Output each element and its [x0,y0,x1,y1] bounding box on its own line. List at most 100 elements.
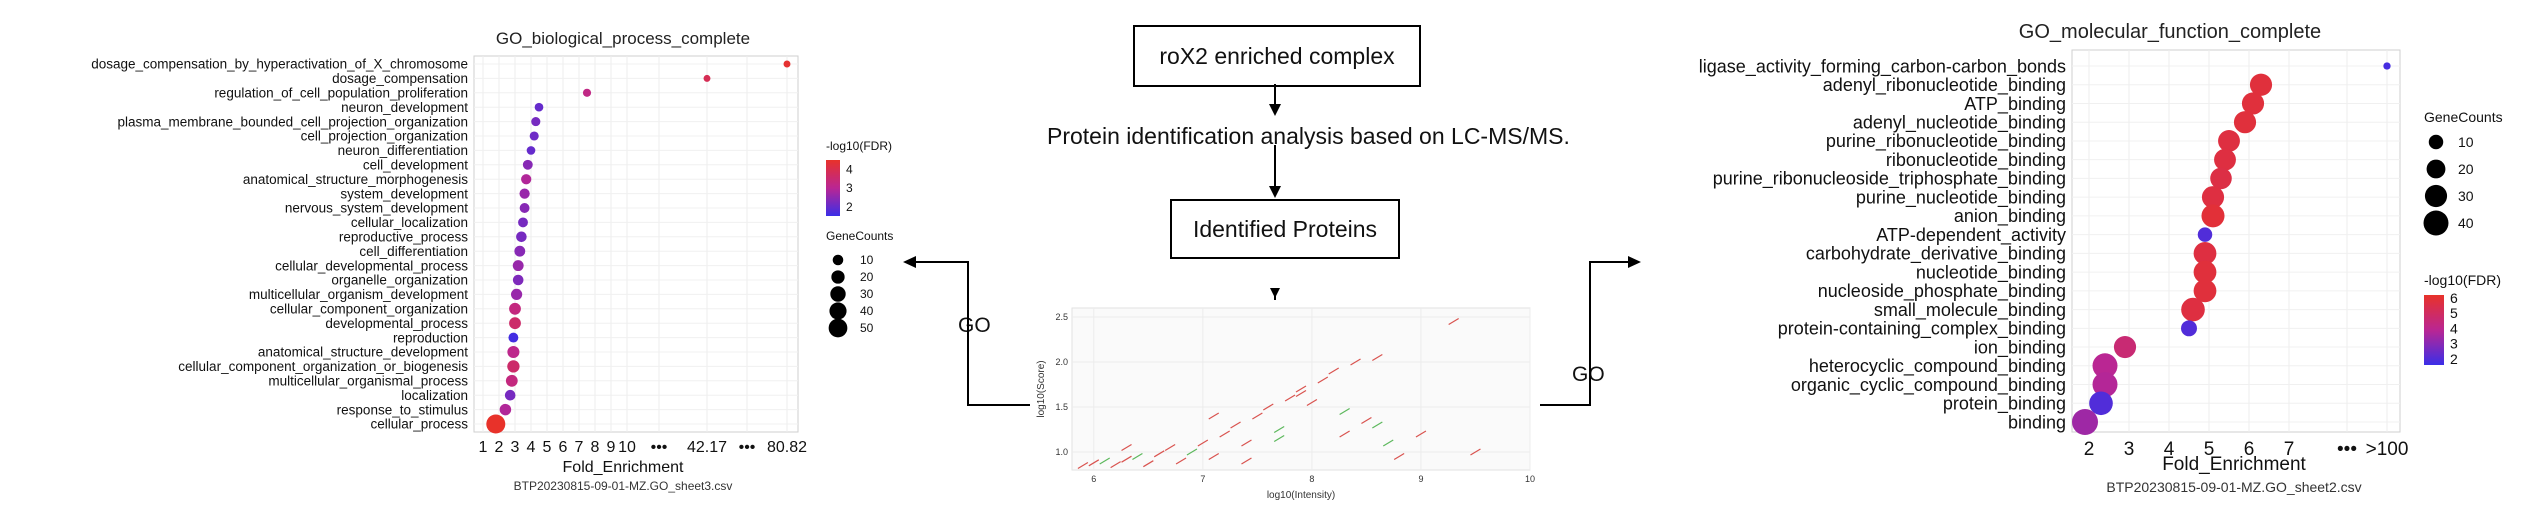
bp-dot [518,217,528,228]
mf-dot [2089,391,2113,416]
arrow-left-go [914,261,1030,406]
mf-category-label: heterocyclic_compound_binding [1809,356,2066,377]
rox2-complex-box: roX2 enriched complex [1133,25,1421,87]
bp-x-tick: 6 [559,439,568,456]
ms-point [1273,425,1285,434]
bp-size-dot [831,270,845,284]
bp-category-label: neuron_development [341,100,468,115]
bp-dot [521,174,532,185]
mf-dot [2193,279,2217,303]
bp-category-label: plasma_membrane_bounded_cell_projection_… [118,114,469,129]
bp-dot [512,260,524,272]
bp-x-tick: 4 [527,439,536,456]
ms-point [1262,403,1274,411]
mf-category-label: adenyl_nucleotide_binding [1853,113,2066,134]
mf-dot [2181,320,2197,337]
mf-dot [2072,409,2098,435]
ms-y-tick: 2.0 [1055,357,1068,367]
ms-point [1132,452,1143,461]
bp-category-label: multicellular_organismal_process [268,374,468,389]
bp-x-tick: ••• [739,439,756,456]
mf-dot [2181,297,2205,322]
bp-title: GO_biological_process_complete [496,29,750,48]
ms-point [1230,421,1241,429]
mf-category-label: binding [2008,412,2066,432]
mf-dot [2233,111,2257,134]
ms-point [1339,407,1350,416]
bp-color-tick: 2 [846,200,853,214]
ms-point [1295,385,1307,393]
mf-color-tick: 2 [2450,351,2458,367]
bp-color-legend-title: -log10(FDR) [826,139,892,153]
bp-x-tick: 3 [511,439,520,456]
ms-point [1372,353,1383,362]
bp-dot [509,302,521,315]
mf-category-label: purine_ribonucleoside_triphosphate_bindi… [1713,169,2066,190]
bp-x-tick: ••• [651,439,668,456]
mf-dot [2201,204,2225,228]
ms-x-tick: 6 [1091,474,1096,484]
bp-color-bar [826,160,840,216]
bp-size-label: 20 [860,270,874,284]
mf-category-label: ATP-dependent_activity [1876,225,2066,246]
ms-y-tick: 1.0 [1055,447,1068,457]
arrowhead-plot [1270,288,1280,298]
mf-color-tick: 3 [2450,336,2458,352]
mf-category-label: ATP_binding [1964,94,2066,115]
mf-size-label: 40 [2458,215,2474,231]
bp-dot [507,360,520,373]
mf-dot [2214,148,2236,171]
ms-point [1317,376,1329,384]
mf-x-tick: 6 [2244,439,2255,460]
mf-size-dot [2426,159,2446,179]
ms-point [1219,430,1230,438]
bp-category-label: nervous_system_development [285,201,468,216]
ms-point [1208,452,1220,461]
bp-dot [499,403,512,416]
ms-point [1350,358,1361,366]
mf-x-tick: >100 [2366,439,2409,460]
arrowhead-1 [1269,104,1281,116]
mf-caption: BTP20230815-09-01-MZ.GO_sheet2.csv [2106,479,2361,495]
mf-dot [2197,227,2213,242]
ms-point [1197,439,1209,447]
mf-x-label: Fold_Enrichment [2162,454,2306,475]
mf-color-bar [2424,295,2444,365]
bp-x-tick: 1 [479,439,488,456]
bp-category-label: response_to_stimulus [337,402,469,417]
ms-point [1121,455,1132,463]
mf-category-label: protein-containing_complex_binding [1778,319,2066,340]
mf-dot [2201,186,2225,209]
ms-point [1306,398,1318,407]
ms-point [1164,443,1176,452]
bp-category-label: cell_differentiation [359,244,468,259]
bp-dot [486,414,506,434]
mf-dot [2241,92,2265,115]
bp-dot [519,203,530,213]
bp-category-label: anatomical_structure_development [258,345,468,360]
mf-dot [2113,335,2137,359]
ms-point [1110,461,1121,469]
ms-point [1382,439,1394,447]
ms-point [1361,416,1372,425]
mf-size-legend-title: GeneCounts [2424,109,2503,125]
ms-point [1121,443,1132,452]
mf-category-label: anion_binding [1954,206,2066,227]
ms-x-label: log10(Intensity) [1267,490,1335,501]
mf-x-tick: 3 [2124,439,2135,460]
mf-color-tick: 6 [2450,290,2458,306]
bp-category-label: cellular_component_organization [270,302,468,317]
bp-dot [512,274,524,286]
mf-x-tick: ••• [2337,439,2357,460]
bp-dot [783,60,791,68]
bp-category-label: reproductive_process [339,230,468,245]
bp-category-label: cellular_component_organization_or_bioge… [178,359,468,374]
mf-dot [2092,372,2118,398]
bp-size-dot [829,302,847,320]
bp-dot [534,102,544,112]
ms-point [1241,457,1252,465]
ms-point [1448,317,1459,326]
bp-color-tick: 3 [846,181,853,195]
